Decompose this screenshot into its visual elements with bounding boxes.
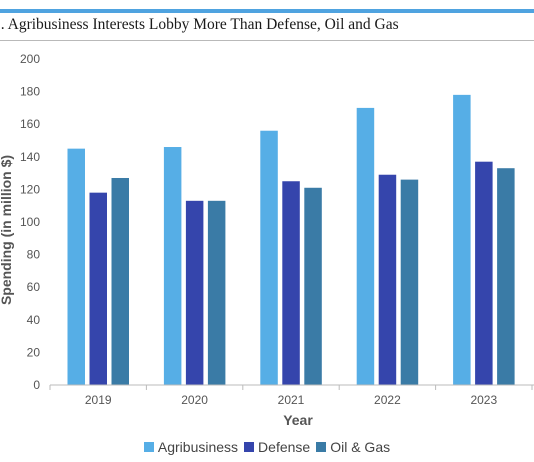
- x-tick-label: 2020: [181, 393, 208, 407]
- y-tick-label: 140: [20, 150, 40, 164]
- y-axis: 0 20 40 60 80 100 120 140 160 180 200: [20, 52, 40, 392]
- bar-defense-2021: [282, 181, 300, 385]
- y-tick-label: 160: [20, 117, 40, 131]
- legend-swatch: [244, 442, 255, 452]
- legend-item-defense: Defense: [244, 439, 310, 455]
- y-tick-label: 20: [27, 345, 41, 359]
- bar-oil-gas-2020: [207, 200, 226, 385]
- y-tick-label: 120: [20, 182, 40, 196]
- bar-oil-gas-2022: [400, 179, 419, 385]
- bar-oil-gas-2023: [497, 168, 515, 385]
- legend-item-agribusiness: Agribusiness: [143, 439, 239, 455]
- bar-defense-2019: [89, 192, 107, 385]
- y-tick-label: 40: [27, 313, 41, 327]
- x-axis-label: Year: [283, 412, 313, 428]
- title-divider: [0, 40, 534, 41]
- x-axis: 2019 2020 2021 2022 2023: [49, 385, 533, 407]
- bars-group: [67, 94, 515, 386]
- x-tick-label: 2022: [374, 393, 401, 407]
- bar-agribusiness-2019: [67, 148, 85, 385]
- bar-defense-2023: [475, 161, 493, 385]
- y-tick-label: 180: [20, 85, 40, 99]
- x-tick-label: 2023: [470, 393, 497, 407]
- header-accent-bar: [0, 9, 534, 13]
- y-tick-label: 80: [27, 248, 41, 262]
- x-tick-label: 2019: [85, 393, 112, 407]
- bar-oil-gas-2021: [304, 187, 322, 385]
- legend-label: Agribusiness: [157, 439, 239, 455]
- bar-agribusiness-2021: [260, 130, 278, 385]
- legend-label: Defense: [258, 439, 311, 455]
- x-tick-label: 2021: [278, 393, 305, 407]
- legend-swatch: [316, 442, 327, 452]
- legend: Agribusiness Defense Oil & Gas: [0, 439, 534, 455]
- y-axis-label: Spending (in million $): [0, 155, 14, 305]
- bar-defense-2020: [185, 200, 204, 385]
- legend-swatch: [143, 442, 154, 452]
- bar-agribusiness-2022: [356, 107, 375, 386]
- legend-item-oil-gas: Oil & Gas: [316, 439, 390, 455]
- bar-agribusiness-2023: [453, 94, 471, 386]
- bar-agribusiness-2020: [163, 147, 182, 385]
- y-tick-label: 60: [27, 280, 41, 294]
- y-tick-label: 100: [20, 215, 40, 229]
- y-tick-label: 200: [20, 52, 40, 66]
- bar-defense-2022: [378, 174, 397, 385]
- legend-label: Oil & Gas: [330, 439, 391, 455]
- bar-oil-gas-2019: [111, 177, 129, 385]
- y-tick-label: 0: [33, 378, 40, 392]
- chart-title: 1. Agribusiness Interests Lobby More Tha…: [0, 16, 399, 33]
